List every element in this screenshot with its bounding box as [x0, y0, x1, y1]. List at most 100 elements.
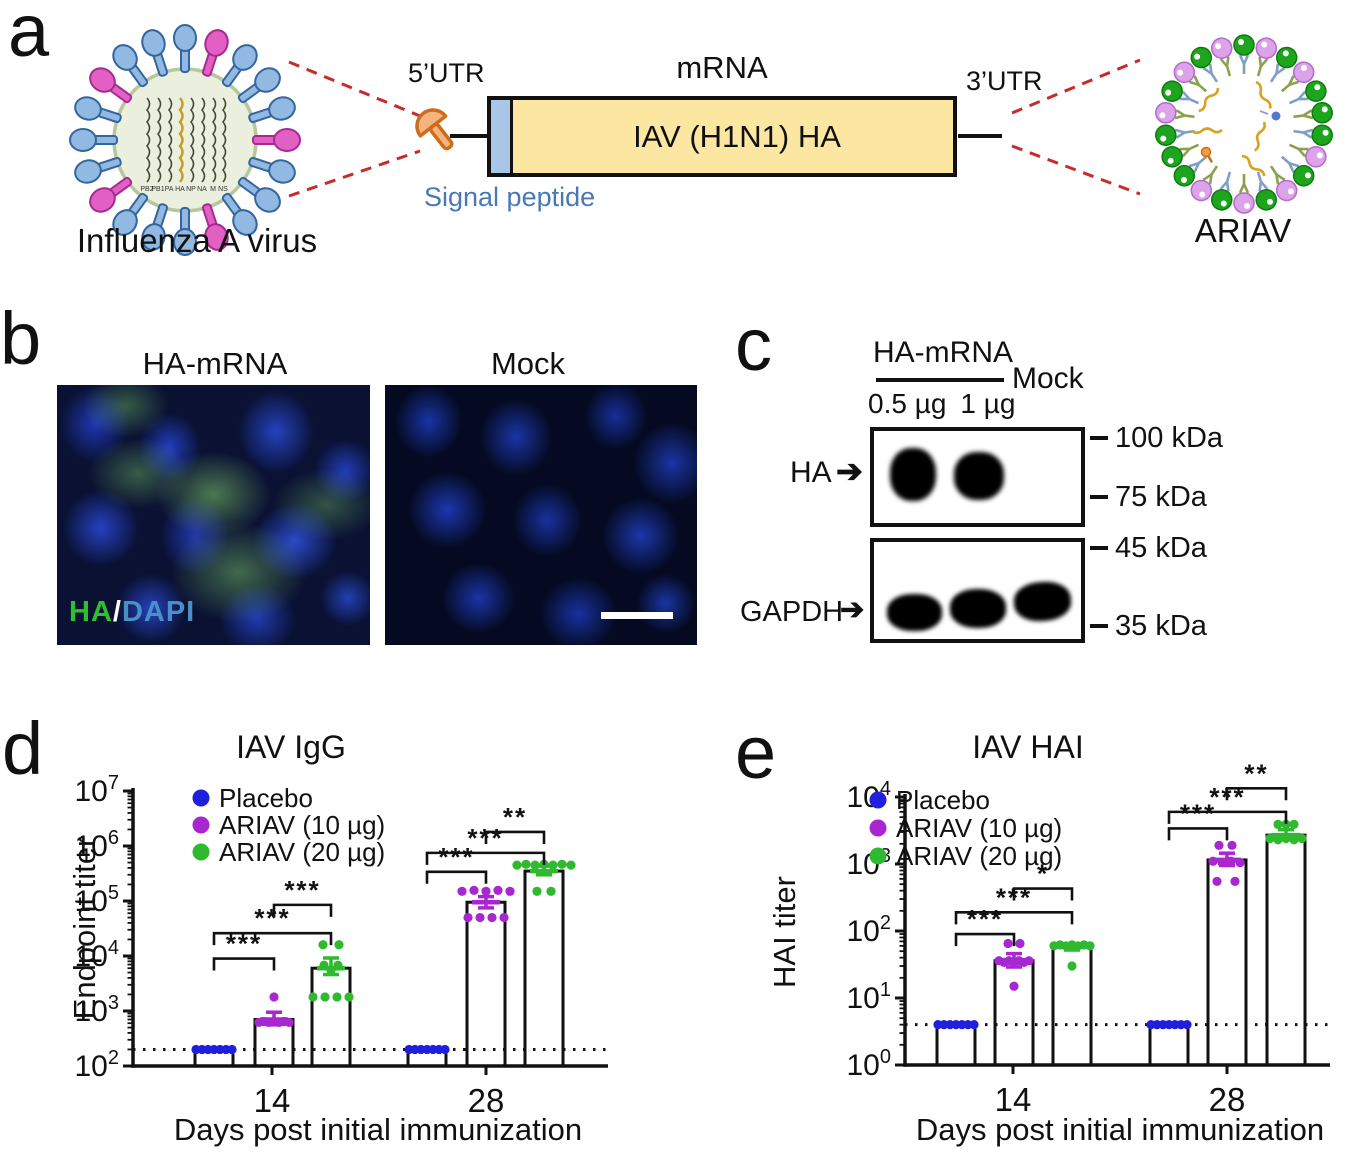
x-tick-label: 14 [995, 1081, 1032, 1118]
y-tick-label: 100 [847, 1046, 892, 1082]
lipid-violet-icon [1155, 102, 1195, 124]
lipid-violet-icon [1269, 165, 1298, 202]
lipid-green-icon [1161, 143, 1200, 168]
stain-legend: HA/DAPI [69, 596, 195, 629]
blue-spike-icon [173, 207, 197, 256]
signal-peptide-label: Signal peptide [424, 182, 596, 212]
legend-label: ARIAV (10 µg) [219, 810, 385, 840]
data-point [1265, 833, 1275, 844]
rna-segment [167, 97, 173, 183]
legend-dot-icon [869, 819, 887, 837]
data-point [326, 965, 336, 975]
data-point [1289, 819, 1299, 829]
data-point [557, 859, 567, 869]
lipid-violet-icon [1233, 174, 1255, 214]
data-point [440, 1044, 450, 1055]
blue-spike-icon [69, 128, 118, 152]
influenza-virus-label: Influenza A virus [76, 222, 318, 259]
rna-segment [178, 97, 184, 183]
mrna-squiggle-icon [1191, 127, 1223, 135]
data-point [481, 886, 491, 896]
data-point [333, 960, 343, 970]
slash-separator: / [112, 596, 122, 628]
pink-spike-icon [201, 203, 229, 251]
y-axis-title: HAI titer [767, 876, 802, 988]
data-point [1214, 840, 1224, 850]
significance-bracket [272, 903, 333, 917]
legend-label: ARIAV (10 µg) [896, 813, 1062, 843]
chart-title: IAV HAI [972, 729, 1083, 765]
lipid-violet-icon [1173, 61, 1208, 93]
dapi-stain-label: DAPI [121, 596, 196, 628]
legend-dot-icon [192, 843, 210, 861]
mrna-squiggle-icon [1241, 154, 1266, 177]
significance-stars: *** [284, 875, 320, 905]
lipid-green-icon [1210, 171, 1233, 211]
bar-ARIAV-20-g--day28 [1265, 833, 1307, 1067]
data-point [548, 860, 558, 870]
data-point [499, 912, 509, 923]
bar-ARIAV-20-g--day28 [523, 869, 565, 1068]
lane-labels: 0.5 µg 1 µg [868, 388, 1029, 420]
mrna-left-line [450, 134, 488, 138]
rna-segment-label: M [210, 186, 216, 193]
mrna-construct-box: IAV (H1N1) HA [487, 96, 957, 177]
data-point [1227, 840, 1237, 850]
mw-label-100: 100 kDa [1115, 422, 1224, 454]
y-tick-label: 106 [75, 827, 120, 863]
fluor-right-title: Mock [490, 346, 566, 381]
blue-spike-icon [237, 67, 281, 104]
blue-spike-icon [112, 44, 149, 88]
rna-segment [200, 97, 206, 183]
mrna-right-line [958, 134, 1002, 138]
data-point [1208, 856, 1218, 866]
lipid-violet-icon [1280, 61, 1315, 93]
lipid-green-icon [1293, 124, 1333, 146]
chart-iav-hai: IAV HAI Days post initial immunization HAI… [680, 710, 1348, 1153]
ha-arrow-icon: ➔ [836, 453, 863, 489]
mrna-title: mRNA [676, 50, 768, 85]
lipid-green-icon [1293, 102, 1333, 124]
x-tick-label: 28 [1209, 1081, 1246, 1118]
gapdh-row-label: GAPDH [740, 596, 844, 628]
y-axis-title: Endpoint titer [67, 837, 102, 1020]
panel-c-label: c [735, 303, 772, 386]
y-tick-label: 104 [75, 937, 120, 973]
significance-bracket [425, 870, 488, 884]
data-point [1212, 876, 1222, 886]
group-underline [876, 378, 1004, 382]
blot-group-title: HA-mRNA [873, 336, 1013, 369]
chart-title: IAV IgG [236, 729, 346, 765]
lipid-green-icon [1288, 80, 1327, 105]
gapdh-band-0.5ug [887, 594, 942, 631]
five-prime-cap-icon [415, 108, 454, 151]
legend-label: ARIAV (20 µg) [219, 837, 385, 867]
data-point [1003, 938, 1013, 949]
lipid-green-icon [1161, 80, 1200, 105]
rna-segment-label: PB1 [151, 186, 164, 193]
significance-bracket [484, 830, 546, 844]
lipid-green-icon [1173, 155, 1208, 187]
data-point [512, 860, 522, 870]
data-point [521, 859, 531, 869]
data-point [332, 992, 342, 1002]
significance-stars: ** [1244, 758, 1268, 788]
data-point [284, 1017, 294, 1028]
cap-mini-icon [1200, 146, 1214, 164]
data-point [566, 860, 576, 870]
bar-ARIAV-20-g--day14 [310, 966, 352, 1068]
data-point [475, 912, 485, 923]
y-tick-label: 107 [75, 772, 120, 808]
blue-spike-icon [112, 192, 149, 236]
rna-segment-label: NP [186, 186, 196, 193]
lipid-green-icon [1155, 124, 1195, 146]
legend-label: Placebo [896, 785, 990, 815]
lipid-green-icon [1280, 155, 1315, 187]
gapdh-band-mock [1012, 580, 1073, 623]
significance-stars: *** [1180, 798, 1216, 828]
y-tick-label: 105 [75, 882, 120, 918]
data-point [969, 1020, 979, 1030]
legend-dot-icon [192, 789, 210, 807]
